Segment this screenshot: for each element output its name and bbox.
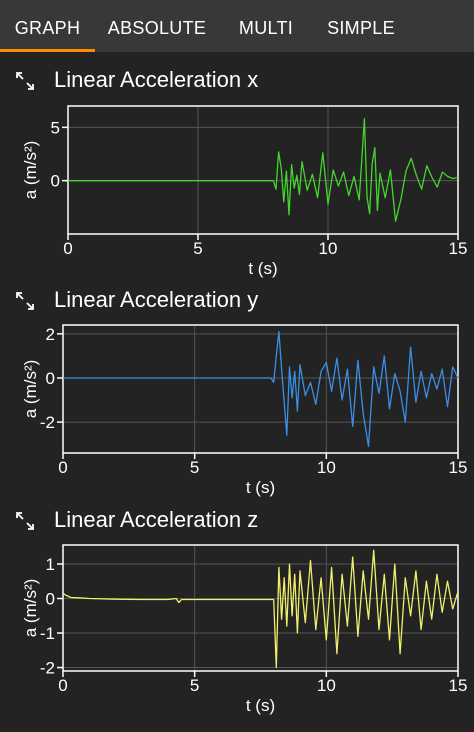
x-tick-label: 15 [449,676,468,695]
series-line [62,549,459,669]
x-tick-label: 0 [63,239,72,258]
plot-frame [62,544,459,672]
panel-title: Linear Acceleration z [54,507,259,532]
x-tick-label: 0 [58,458,67,477]
expand-arrows-icon[interactable] [14,510,36,532]
plot-frame [62,324,459,454]
y-tick-label: -1 [40,624,55,643]
panel-title: Linear Acceleration y [54,287,259,312]
y-tick-label: 1 [46,555,55,574]
plot-frame [67,105,459,235]
y-tick-label: 2 [46,325,55,344]
tab-multi[interactable]: MULTI [238,18,294,38]
y-axis-label: a (m/s²) [21,579,40,638]
y-tick-label: 0 [51,172,60,191]
series-line [68,118,459,222]
tab-bar: GRAPH ABSOLUTE MULTI SIMPLE [0,0,474,52]
y-axis-label: a (m/s²) [21,360,40,419]
x-tick-label: 0 [58,676,67,695]
y-tick-label: 0 [46,369,55,388]
graph-panel-z: Linear Acceleration z [0,500,474,720]
tab-simple[interactable]: SIMPLE [327,18,395,38]
x-tick-label: 10 [317,676,336,695]
x-axis-label: t (s) [246,478,275,497]
expand-arrows-icon[interactable] [14,70,36,92]
x-tick-label: 5 [190,458,199,477]
panel-title: Linear Acceleration x [54,67,259,92]
graph-panel-x: Linear Acceleration x [0,60,474,280]
y-tick-label: 5 [51,118,60,137]
tab-graph[interactable]: GRAPH [0,0,95,52]
y-axis-label: a (m/s²) [21,141,40,200]
y-tick-label: -2 [40,659,55,678]
x-axis-label: t (s) [248,259,277,278]
x-axis-label: t (s) [246,696,275,715]
series-line [63,330,459,448]
y-tick-label: -2 [40,413,55,432]
x-tick-label: 15 [449,458,468,477]
x-tick-label: 10 [317,458,336,477]
x-tick-label: 10 [319,239,338,258]
x-tick-label: 5 [190,676,199,695]
tab-absolute[interactable]: ABSOLUTE [107,18,207,38]
graph-panel-y: Linear Acceleration y [0,280,474,500]
expand-arrows-icon[interactable] [14,290,36,312]
x-tick-label: 5 [193,239,202,258]
y-tick-label: 0 [46,590,55,609]
x-tick-label: 15 [449,239,468,258]
